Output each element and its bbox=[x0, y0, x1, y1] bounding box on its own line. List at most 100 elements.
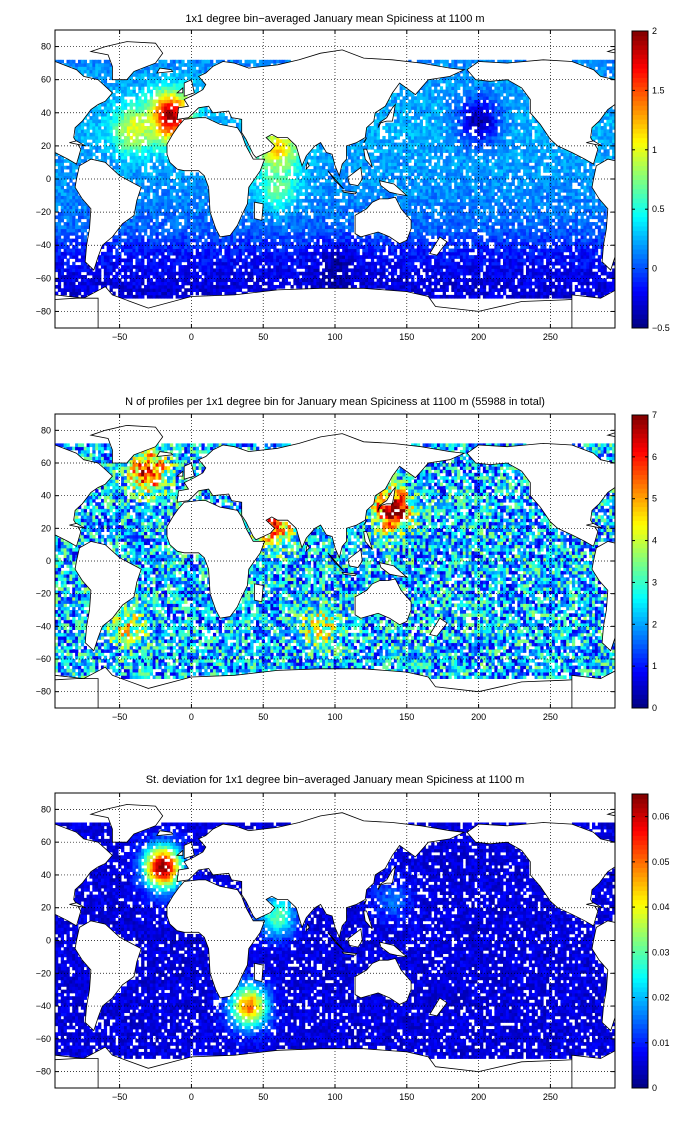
data-cell bbox=[98, 281, 102, 286]
data-cell bbox=[365, 281, 369, 286]
data-cell bbox=[520, 188, 524, 193]
data-cell bbox=[215, 275, 220, 279]
data-cell bbox=[566, 231, 570, 236]
data-cell bbox=[301, 182, 306, 187]
data-cell bbox=[109, 281, 113, 286]
data-cell bbox=[267, 225, 271, 230]
data-cell bbox=[413, 215, 418, 220]
data-cell bbox=[531, 235, 535, 239]
data-cell bbox=[55, 192, 59, 196]
data-cell bbox=[218, 238, 222, 243]
data-cell bbox=[580, 225, 584, 230]
data-cell bbox=[181, 291, 185, 296]
data-cell bbox=[189, 198, 194, 203]
data-cell bbox=[411, 278, 415, 283]
data-cell bbox=[592, 255, 596, 259]
data-cell bbox=[135, 241, 139, 246]
data-cell bbox=[322, 202, 326, 206]
data-cell bbox=[546, 192, 550, 196]
data-cell bbox=[413, 212, 418, 216]
data-cell bbox=[405, 198, 409, 203]
data-cell bbox=[287, 271, 291, 276]
data-cell bbox=[350, 222, 355, 226]
data-cell bbox=[546, 198, 550, 203]
data-cell bbox=[399, 268, 403, 273]
data-cell bbox=[80, 241, 85, 246]
data-cell bbox=[411, 245, 415, 249]
data-cell bbox=[393, 192, 398, 196]
data-cell bbox=[368, 202, 372, 206]
data-cell bbox=[612, 278, 615, 283]
data-cell bbox=[218, 275, 222, 279]
data-cell bbox=[204, 195, 208, 200]
data-cell bbox=[422, 202, 426, 206]
data-cell bbox=[244, 271, 248, 276]
data-cell bbox=[534, 291, 538, 296]
data-cell bbox=[589, 185, 593, 190]
data-cell bbox=[261, 231, 266, 236]
data-cell bbox=[523, 258, 527, 263]
data-cell bbox=[480, 268, 484, 273]
data-cell bbox=[557, 251, 561, 256]
data-cell bbox=[181, 284, 185, 289]
data-cell bbox=[594, 248, 599, 253]
data-cell bbox=[560, 291, 564, 296]
data-cell bbox=[227, 245, 231, 249]
data-cell bbox=[551, 281, 556, 286]
data-cell bbox=[580, 238, 584, 243]
data-cell bbox=[63, 212, 67, 216]
data-cell bbox=[169, 225, 174, 230]
data-cell bbox=[207, 198, 211, 203]
data-cell bbox=[333, 215, 337, 220]
data-cell bbox=[534, 275, 538, 279]
data-cell bbox=[72, 185, 76, 190]
data-cell bbox=[586, 265, 590, 269]
data-cell bbox=[448, 268, 452, 273]
data-cell bbox=[419, 265, 423, 269]
data-cell bbox=[468, 231, 472, 236]
data-cell bbox=[594, 288, 599, 292]
data-cell bbox=[388, 192, 392, 196]
data-cell bbox=[514, 215, 518, 220]
data-cell bbox=[379, 231, 383, 236]
data-cell bbox=[534, 258, 538, 263]
data-cell bbox=[442, 271, 446, 276]
data-cell bbox=[141, 294, 145, 299]
data-cell bbox=[571, 255, 576, 259]
data-cell bbox=[480, 241, 484, 246]
data-cell bbox=[144, 228, 148, 233]
data-cell bbox=[525, 278, 530, 283]
data-cell bbox=[57, 248, 62, 253]
data-cell bbox=[95, 268, 99, 273]
data-cell bbox=[399, 205, 403, 210]
data-cell bbox=[350, 268, 355, 273]
data-cell bbox=[580, 182, 584, 187]
data-cell bbox=[566, 278, 570, 283]
data-cell bbox=[342, 195, 346, 200]
data-cell bbox=[253, 255, 257, 259]
data-cell bbox=[189, 284, 194, 289]
data-cell bbox=[586, 248, 590, 253]
data-cell bbox=[474, 235, 478, 239]
data-cell bbox=[485, 281, 490, 286]
data-cell bbox=[138, 265, 142, 269]
data-cell bbox=[350, 271, 355, 276]
data-cell bbox=[152, 241, 156, 246]
data-cell bbox=[551, 185, 556, 190]
data-cell bbox=[80, 258, 85, 263]
data-cell bbox=[537, 235, 541, 239]
data-cell bbox=[264, 261, 268, 266]
data-cell bbox=[273, 275, 277, 279]
data-cell bbox=[207, 275, 211, 279]
data-cell bbox=[543, 222, 547, 226]
data-cell bbox=[408, 231, 412, 236]
data-cell bbox=[144, 192, 148, 196]
data-cell bbox=[129, 278, 133, 283]
data-cell bbox=[281, 241, 286, 246]
data-cell bbox=[451, 248, 455, 253]
data-cell bbox=[508, 202, 513, 206]
data-cell bbox=[307, 195, 311, 200]
data-cell bbox=[485, 195, 490, 200]
data-cell bbox=[554, 284, 558, 289]
data-cell bbox=[347, 268, 352, 273]
